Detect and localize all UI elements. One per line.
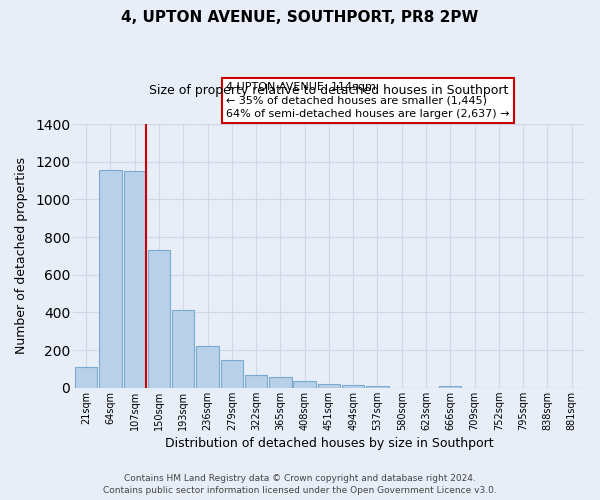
Bar <box>439 386 461 388</box>
Y-axis label: Number of detached properties: Number of detached properties <box>15 158 28 354</box>
Bar <box>148 250 170 388</box>
Bar <box>100 170 122 388</box>
Bar <box>367 386 389 388</box>
Bar <box>245 374 267 388</box>
Bar <box>342 385 364 388</box>
Bar <box>221 360 243 388</box>
X-axis label: Distribution of detached houses by size in Southport: Distribution of detached houses by size … <box>164 437 493 450</box>
Bar <box>269 378 292 388</box>
Bar <box>196 346 219 388</box>
Title: Size of property relative to detached houses in Southport: Size of property relative to detached ho… <box>149 84 509 96</box>
Bar <box>293 381 316 388</box>
Text: 4 UPTON AVENUE: 114sqm
← 35% of detached houses are smaller (1,445)
64% of semi-: 4 UPTON AVENUE: 114sqm ← 35% of detached… <box>226 82 510 119</box>
Bar <box>124 171 146 388</box>
Bar <box>172 310 194 388</box>
Text: Contains HM Land Registry data © Crown copyright and database right 2024.
Contai: Contains HM Land Registry data © Crown c… <box>103 474 497 495</box>
Text: 4, UPTON AVENUE, SOUTHPORT, PR8 2PW: 4, UPTON AVENUE, SOUTHPORT, PR8 2PW <box>121 10 479 25</box>
Bar <box>318 384 340 388</box>
Bar <box>75 367 97 388</box>
